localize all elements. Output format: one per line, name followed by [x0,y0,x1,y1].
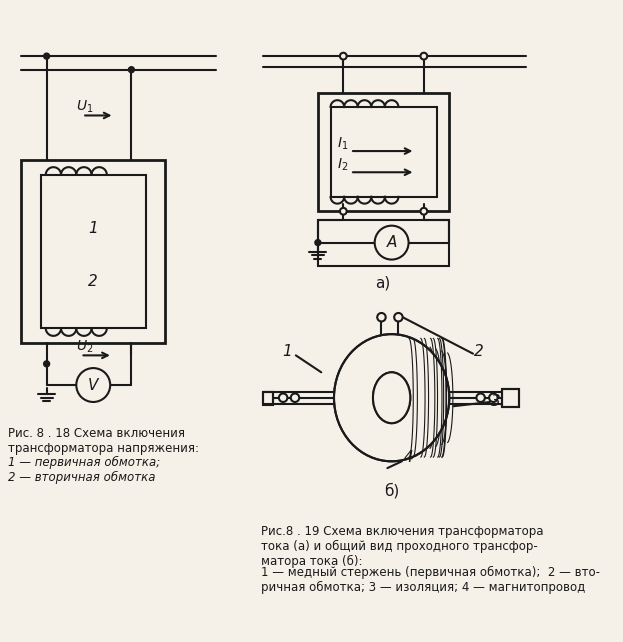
Circle shape [44,53,50,59]
Bar [318,220,449,266]
Ellipse shape [373,372,411,423]
Bar [318,92,449,211]
Text: 1: 1 [88,221,98,236]
Circle shape [128,67,135,73]
Text: а): а) [376,276,391,291]
Bar [263,392,273,404]
Circle shape [340,53,347,60]
Circle shape [315,239,321,246]
Circle shape [291,394,299,402]
Text: Рис. 8 . 18 Схема включения
трансформатора напряжения:: Рис. 8 . 18 Схема включения трансформато… [9,428,199,455]
Text: 2: 2 [88,274,98,289]
Text: $U_2$: $U_2$ [76,339,93,355]
Bar [21,160,165,343]
Ellipse shape [334,334,449,462]
Bar [40,175,146,328]
Ellipse shape [373,372,411,423]
Text: $I_2$: $I_2$ [336,157,348,173]
Text: 3: 3 [491,394,501,410]
Circle shape [76,368,110,402]
Text: 1: 1 [282,343,292,359]
Text: Рис.8 . 19 Схема включения трансформатора
тока (а) и общий вид проходного трансф: Рис.8 . 19 Схема включения трансформатор… [261,525,544,568]
Text: A: A [386,235,397,250]
Circle shape [377,313,386,322]
Circle shape [374,226,409,259]
Bar [331,107,437,197]
Text: $U_1$: $U_1$ [76,99,93,115]
Text: 1 — медный стержень (первичная обмотка);  2 — вто-
ричная обмотка; 3 — изоляция;: 1 — медный стержень (первичная обмотка);… [261,566,600,594]
Text: 2: 2 [474,343,484,359]
Circle shape [340,208,347,214]
Circle shape [477,394,485,402]
Circle shape [44,361,50,367]
Circle shape [421,208,427,214]
Circle shape [421,53,427,60]
Circle shape [279,394,287,402]
Text: 1 — первичная обмотка;
2 — вторичная обмотка: 1 — первичная обмотка; 2 — вторичная обм… [9,456,161,485]
Bar [502,389,519,407]
Text: 4: 4 [404,449,414,465]
Text: $I_1$: $I_1$ [336,135,348,152]
Circle shape [394,313,402,322]
Text: V: V [88,377,98,392]
Circle shape [489,394,498,402]
Text: б): б) [384,483,399,499]
